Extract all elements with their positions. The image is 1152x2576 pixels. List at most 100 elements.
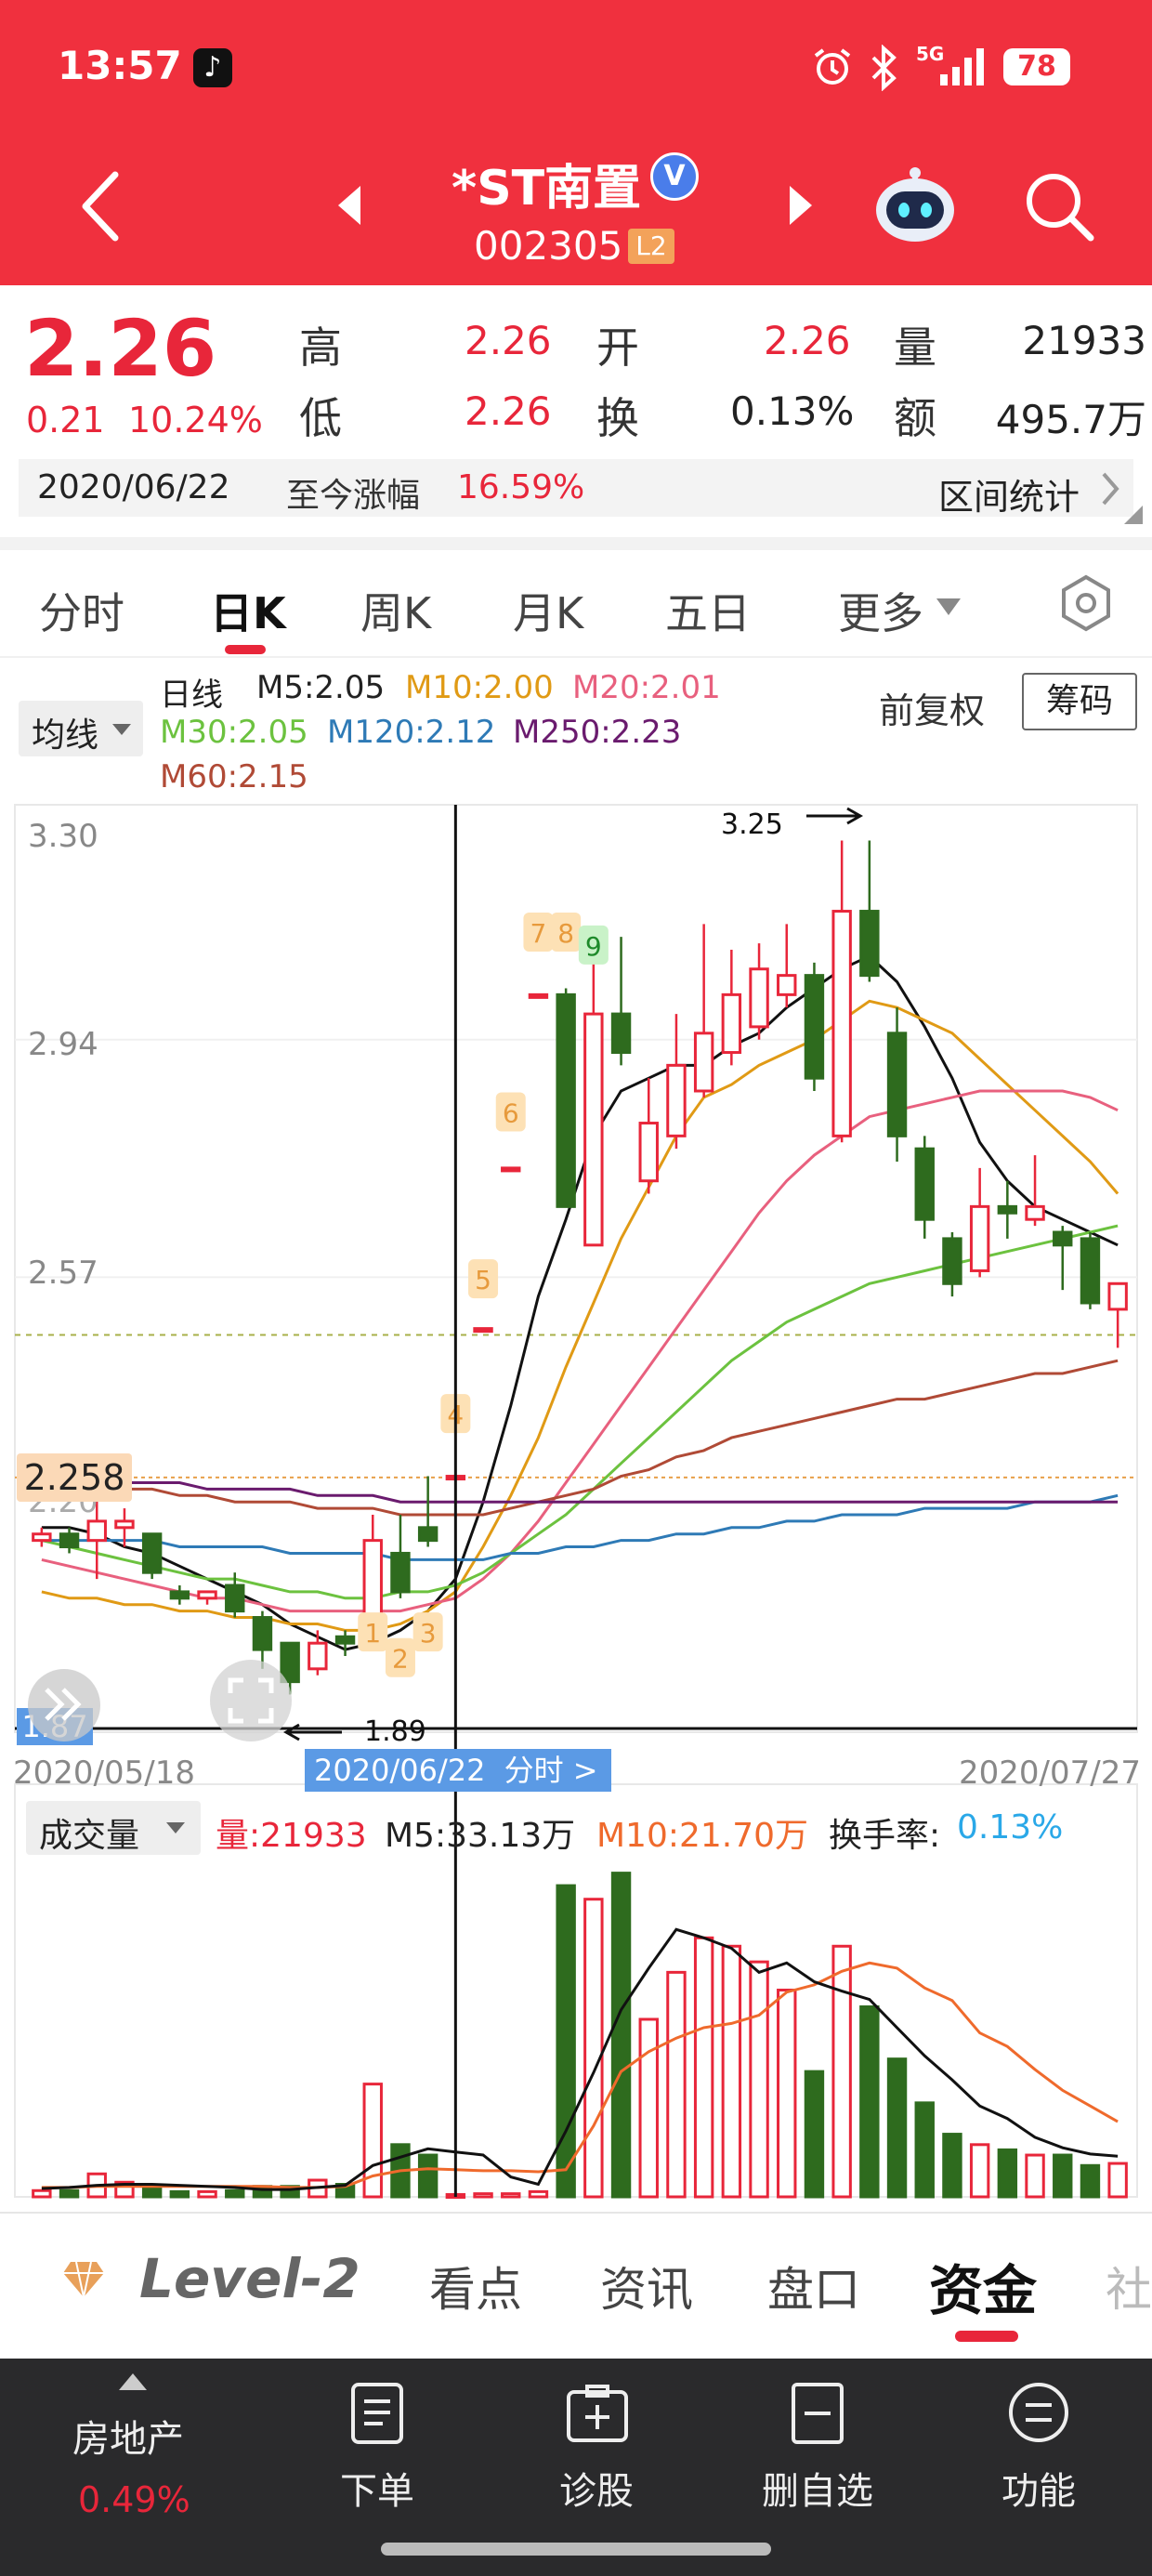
- candle-body: [1025, 1204, 1045, 1221]
- next-stock-icon[interactable]: [786, 184, 814, 227]
- turnover-value: 0.13%: [730, 388, 855, 434]
- candle-body: [804, 974, 825, 1080]
- tab-funds[interactable]: 资金: [929, 2259, 1038, 2322]
- volume-bar: [473, 2192, 493, 2199]
- tab-five-day[interactable]: 五日: [665, 588, 751, 638]
- volume-bar: [749, 1960, 769, 2199]
- turnover-label: 换: [596, 393, 639, 443]
- candle-body: [197, 1590, 217, 1600]
- current-price: 2.26: [24, 303, 217, 394]
- ma30-value: M30:2.05: [160, 714, 308, 751]
- signal-badge: [523, 913, 554, 952]
- ma-line-m250: [41, 1475, 1119, 1504]
- volume-bar: [169, 2189, 190, 2199]
- robot-assistant-icon[interactable]: [871, 165, 959, 245]
- crosshair-price-tag: 2.258: [17, 1453, 132, 1502]
- level2-badge: L2: [628, 229, 674, 264]
- settings-hexagon-icon[interactable]: [1059, 574, 1113, 632]
- volume-bar: [610, 1872, 632, 2199]
- candle-body: [362, 1539, 383, 1620]
- bottom-nav: 房地产 0.49% 下单 诊股 删自选 功能: [0, 2359, 1152, 2576]
- volume-bar: [804, 2070, 825, 2199]
- volume-bar: [280, 2185, 300, 2199]
- signal-badge: [412, 1612, 443, 1652]
- tab-community[interactable]: 社: [1106, 2263, 1152, 2317]
- interval-bar[interactable]: [19, 459, 1133, 517]
- signal-badge: [385, 1637, 415, 1677]
- open-value: 2.26: [764, 318, 851, 363]
- interval-stats-button[interactable]: 区间统计: [938, 477, 1080, 518]
- dropdown-caret-icon: [166, 1822, 185, 1833]
- volume-bar: [721, 1944, 742, 2199]
- search-icon[interactable]: [1022, 169, 1096, 243]
- amount-value: 495.7万: [995, 397, 1146, 442]
- volume-bar: [445, 2193, 466, 2200]
- date-start: 2020/05/18: [13, 1755, 195, 1792]
- tab-highlights[interactable]: 看点: [429, 2263, 522, 2317]
- nav-functions[interactable]: 功能: [946, 2359, 1132, 2576]
- candle-body: [969, 1204, 990, 1272]
- signal-label: 3: [420, 1618, 437, 1649]
- indicator-label: 均线: [32, 716, 99, 755]
- battery-level: 78: [1017, 50, 1056, 83]
- tab-more[interactable]: 更多: [838, 588, 923, 638]
- signal-label: 5: [475, 1265, 491, 1295]
- volume-bar: [252, 2185, 273, 2199]
- candle-body: [1080, 1237, 1101, 1305]
- candle-body: [334, 1635, 356, 1645]
- tab-intraday[interactable]: 分时: [39, 588, 124, 638]
- prev-stock-icon[interactable]: [336, 184, 364, 227]
- high-label: 高: [299, 322, 342, 373]
- candle-body: [308, 1641, 328, 1671]
- active-tab-indicator: [955, 2331, 1018, 2342]
- ma-line-m120: [41, 1493, 1119, 1561]
- tab-news[interactable]: 资讯: [600, 2263, 693, 2317]
- expand-corner-icon: [1124, 506, 1143, 524]
- nav-diagnose[interactable]: 诊股: [504, 2359, 689, 2576]
- volume-bar: [114, 2180, 135, 2199]
- back-icon[interactable]: [78, 169, 124, 243]
- more-caret-icon: [936, 598, 961, 615]
- divider: [0, 2212, 1152, 2214]
- y-label-top: 3.30: [28, 818, 98, 855]
- ma20-value: M20:2.01: [572, 669, 721, 706]
- adjust-select[interactable]: 前复权: [879, 690, 986, 731]
- home-indicator: [381, 2543, 771, 2556]
- volume-bar: [1107, 2162, 1128, 2199]
- volume-ma5: M5:33.13万: [385, 1817, 576, 1855]
- caret-up-icon: [119, 2373, 147, 2390]
- signal-label: 8: [557, 918, 574, 949]
- tab-daily-k[interactable]: 日K: [210, 588, 286, 638]
- tab-monthly-k[interactable]: 月K: [513, 588, 584, 638]
- line-type-label: 日线: [160, 677, 223, 714]
- tab-weekly-k[interactable]: 周K: [360, 588, 432, 638]
- divider: [0, 537, 1152, 550]
- volume-indicator-label: 成交量: [39, 1817, 140, 1855]
- stock-name: *ST南置: [452, 161, 642, 217]
- nav-label: 删自选: [762, 2470, 873, 2513]
- active-tab-indicator: [225, 645, 266, 654]
- candle-body: [225, 1584, 245, 1613]
- minus-box-icon: [792, 2383, 844, 2444]
- nav-place-order[interactable]: 下单: [284, 2359, 470, 2576]
- tab-order-book[interactable]: 盘口: [767, 2263, 860, 2317]
- volume-bar: [334, 2183, 356, 2199]
- fullscreen-button[interactable]: [210, 1660, 292, 1741]
- nav-remove-watchlist[interactable]: 删自选: [725, 2359, 910, 2576]
- chips-button[interactable]: 筹码: [1022, 673, 1137, 730]
- diagnose-icon: [567, 2385, 628, 2442]
- dropdown-caret-icon: [112, 724, 131, 735]
- expand-left-button[interactable]: [28, 1669, 100, 1741]
- candle-body: [886, 1032, 908, 1137]
- date-cursor-tag[interactable]: 2020/06/22 分时 >: [305, 1749, 611, 1792]
- bluetooth-icon: [871, 45, 897, 91]
- document-icon: [351, 2383, 403, 2444]
- tab-level2[interactable]: Level-2: [139, 2247, 360, 2310]
- rise-value: 16.59%: [457, 468, 585, 506]
- ma-line-m60: [41, 1359, 1119, 1517]
- network-label: 5G: [916, 43, 945, 65]
- divider: [0, 656, 1152, 658]
- volume-bar: [583, 1898, 604, 2199]
- candle-body: [32, 1532, 52, 1543]
- volume-bar: [666, 1970, 687, 2199]
